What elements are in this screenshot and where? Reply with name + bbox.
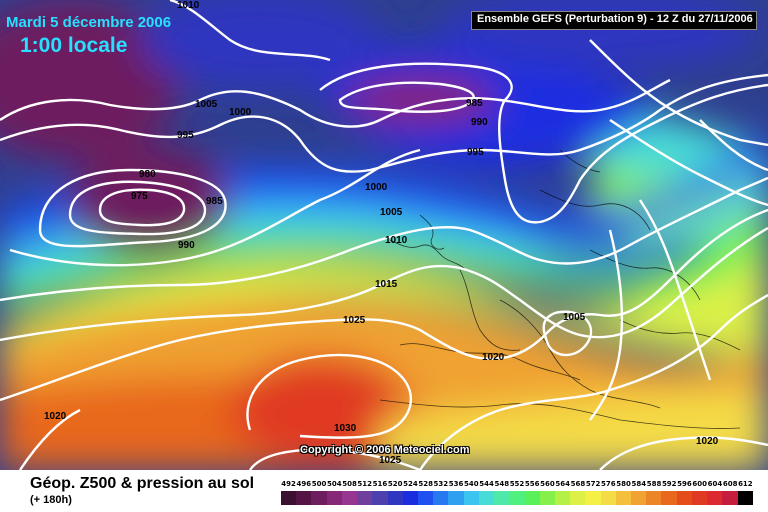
scale-tick-label: 592 — [661, 480, 677, 488]
scale-swatch — [570, 491, 586, 505]
scale-tick-label: 600 — [692, 480, 708, 488]
scale-swatch — [524, 491, 540, 505]
scale-swatch — [387, 491, 403, 505]
scale-tick-label: 580 — [616, 480, 631, 488]
isobar-label: 1025 — [379, 455, 402, 466]
color-scale-labels: 492 496 500 504 508 512 516 520 524 528 532 536 540 5… — [281, 480, 753, 490]
lead-time: (+ 180h) — [30, 494, 72, 506]
scale-swatch — [707, 491, 723, 505]
scale-tick-label: 560 — [540, 480, 555, 488]
scale-swatch — [615, 491, 632, 505]
scale-swatch — [281, 491, 297, 505]
isobar-label: 1015 — [375, 279, 398, 290]
isobar-label: 985 — [206, 196, 223, 207]
model-info: Ensemble GEFS (Perturbation 9) - 12 Z du… — [477, 13, 753, 25]
scale-swatch — [311, 491, 327, 505]
scale-tick-label: 492 — [281, 480, 296, 488]
scale-swatch — [539, 491, 555, 505]
scale-swatch — [600, 491, 616, 505]
isobar-label: 1030 — [334, 423, 357, 434]
scale-swatch — [661, 491, 677, 505]
scale-swatch — [372, 491, 388, 505]
isobar-label: 1010 — [385, 235, 408, 246]
scale-tick-label: 564 — [555, 480, 570, 488]
isobar-label: 975 — [131, 191, 148, 202]
scale-swatch — [691, 491, 708, 505]
isobars — [0, 0, 768, 470]
scale-tick-label: 572 — [585, 480, 601, 488]
isobar-label: 1005 — [195, 99, 218, 110]
scale-swatch — [494, 491, 510, 505]
isobar-label: 980 — [139, 169, 156, 180]
scale-tick-label: 544 — [479, 480, 494, 488]
scale-tick-label: 588 — [646, 480, 662, 488]
isobar-label: 1010 — [177, 0, 200, 11]
scale-swatch — [341, 491, 358, 505]
scale-swatch — [326, 491, 342, 505]
scale-tick-label: 576 — [601, 480, 616, 488]
scale-tick-label: 548 — [494, 480, 510, 488]
scale-swatch — [554, 491, 571, 505]
geopotential-map: 1010 1005 1000 985 990 995 980 975 985 9… — [0, 0, 768, 470]
scale-tick-label: 504 — [326, 480, 342, 488]
scale-tick-label: 612 — [738, 480, 753, 488]
scale-tick-label: 516 — [372, 480, 388, 488]
scale-tick-label: 536 — [448, 480, 464, 488]
scale-tick-label: 584 — [631, 480, 647, 488]
isobar-label: 1025 — [343, 315, 366, 326]
scale-swatch — [737, 491, 753, 505]
scale-swatch — [463, 491, 479, 505]
scale-swatch — [676, 491, 692, 505]
isobar-label: 1000 — [229, 107, 252, 118]
isobar-label: 1020 — [44, 411, 67, 422]
scale-swatch — [631, 491, 647, 505]
isobar-label: 1020 — [696, 436, 719, 447]
isobar-label: 1020 — [482, 352, 505, 363]
isobar-label: 995 — [177, 130, 194, 141]
scale-tick-label: 608 — [722, 480, 738, 488]
scale-tick-label: 596 — [677, 480, 692, 488]
scale-swatch — [722, 491, 738, 505]
scale-swatch — [402, 491, 418, 505]
isobar-label: 1005 — [563, 312, 586, 323]
scale-swatch — [585, 491, 601, 505]
product-title: Géop. Z500 & pression au sol — [30, 475, 255, 492]
scale-tick-label: 556 — [524, 480, 540, 488]
forecast-date: Mardi 5 décembre 2006 — [6, 14, 172, 31]
scale-tick-label: 500 — [311, 480, 327, 488]
scale-swatch — [448, 491, 464, 505]
scale-swatch — [646, 491, 662, 505]
isobar-label: 1000 — [365, 182, 388, 193]
forecast-time: 1:00 locale — [20, 34, 128, 57]
copyright-notice: Copyright © 2006 Meteociel.com — [300, 444, 470, 456]
coastlines — [379, 149, 741, 429]
scale-tick-label: 524 — [403, 480, 418, 488]
scale-swatch — [478, 491, 495, 505]
isobar-label: 985 — [466, 98, 483, 109]
color-scale-bar — [281, 491, 753, 505]
scale-swatch — [296, 491, 312, 505]
model-info-box — [471, 11, 757, 30]
scale-swatch — [433, 491, 449, 505]
scale-tick-label: 604 — [707, 480, 723, 488]
scale-tick-label: 528 — [418, 480, 433, 488]
isobar-label: 1005 — [380, 207, 403, 218]
scale-swatch — [357, 491, 373, 505]
isobar-label: 990 — [178, 240, 195, 251]
isobar-labels: 1010 1005 1000 985 990 995 980 975 985 9… — [44, 0, 719, 466]
scale-swatch — [417, 491, 434, 505]
scale-tick-label: 496 — [296, 480, 312, 488]
scale-tick-label: 520 — [387, 480, 403, 488]
isobar-label: 990 — [471, 117, 488, 128]
scale-tick-label: 552 — [509, 480, 525, 488]
scale-tick-label: 568 — [570, 480, 586, 488]
scale-swatch — [509, 491, 525, 505]
scale-tick-label: 512 — [357, 480, 373, 488]
scale-tick-label: 508 — [342, 480, 357, 488]
scale-tick-label: 532 — [433, 480, 449, 488]
scale-tick-label: 540 — [464, 480, 479, 488]
isobar-label: 995 — [467, 147, 484, 158]
